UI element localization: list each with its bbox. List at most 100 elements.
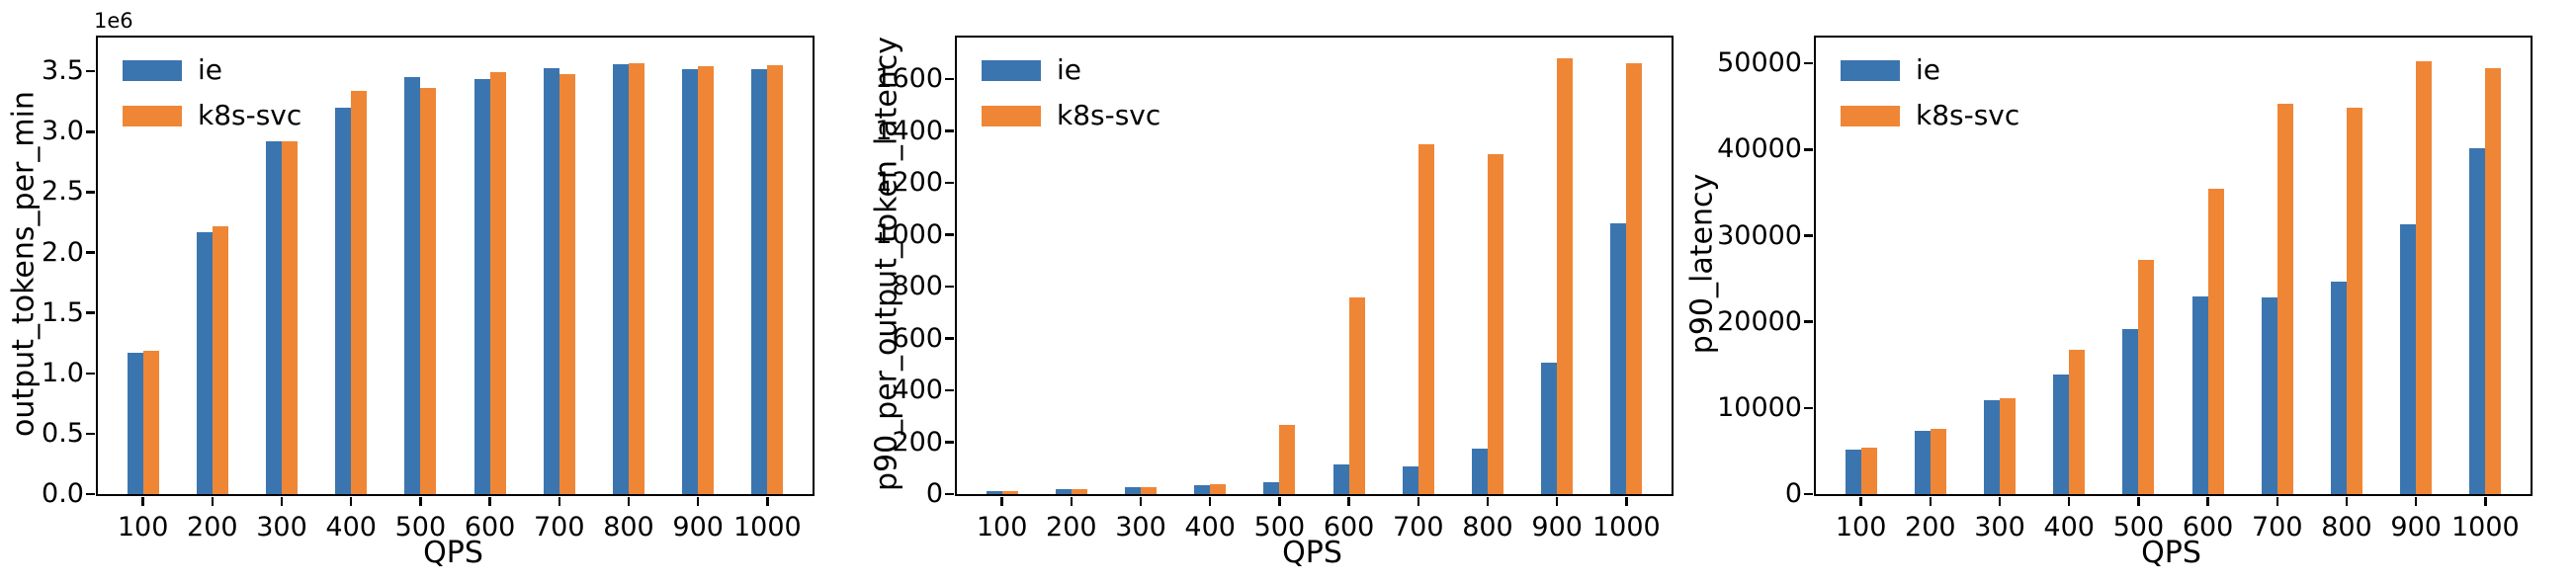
bar-k8s-svc-qps-700 <box>558 73 575 494</box>
y-tick-mark <box>1804 406 1813 410</box>
legend: ie k8s-svc <box>1841 56 2019 129</box>
y-tick-label: 1600 <box>875 63 943 94</box>
x-tick-label: 200 <box>1046 512 1097 543</box>
x-tick-label: 1000 <box>2451 512 2520 543</box>
x-tick-mark <box>349 497 353 506</box>
bar-k8s-svc-qps-800 <box>1487 154 1503 494</box>
x-tick-mark <box>766 497 769 506</box>
y-tick-mark <box>945 337 954 340</box>
x-tick-label: 300 <box>1115 512 1166 543</box>
bar-ie-qps-900 <box>682 68 699 494</box>
bar-ie-qps-400 <box>335 107 352 494</box>
bar-ie-qps-800 <box>612 63 629 494</box>
y-tick-mark <box>945 285 954 289</box>
x-tick-mark <box>211 497 215 506</box>
x-tick-mark <box>280 497 284 506</box>
bar-ie-qps-800 <box>2330 281 2347 494</box>
bar-k8s-svc-qps-600 <box>1348 296 1365 494</box>
bar-ie-qps-100 <box>1845 449 1861 494</box>
bar-k8s-svc-qps-200 <box>1930 428 1946 494</box>
y-tick-label: 0 <box>1784 478 1802 509</box>
x-axis-label: QPS <box>1282 536 1342 570</box>
x-tick-label: 200 <box>187 512 238 543</box>
legend-label-k8s-svc: k8s-svc <box>1916 99 2020 131</box>
bar-k8s-svc-qps-200 <box>212 225 228 494</box>
bar-ie-qps-600 <box>1332 463 1349 494</box>
bar-ie-qps-700 <box>2261 297 2277 494</box>
x-tick-mark <box>1555 497 1559 506</box>
bar-k8s-svc-qps-700 <box>1417 143 1434 494</box>
x-tick-mark <box>1859 497 1862 506</box>
y-tick-label: 800 <box>892 271 943 301</box>
bar-k8s-svc-qps-800 <box>628 62 644 494</box>
bar-ie-qps-700 <box>543 67 559 494</box>
plot-area: 0 10000 20000 30000 40000 50000 100 200 300 400 50… <box>1717 36 2533 541</box>
legend: ie k8s-svc <box>123 56 301 129</box>
legend-item-k8s-svc: k8s-svc <box>982 102 1160 129</box>
bar-ie-qps-100 <box>127 353 143 494</box>
bar-ie-qps-800 <box>1471 448 1488 494</box>
y-tick-mark <box>86 130 95 133</box>
bar-ie-qps-1000 <box>751 68 768 494</box>
bar-k8s-svc-qps-100 <box>142 350 159 494</box>
x-tick-mark <box>627 497 631 506</box>
y-tick-label: 0 <box>925 478 943 509</box>
subplot-p90-per-output-token-latency: p90_per_output_token_latency 0 200 400 600 8… <box>859 0 1718 585</box>
x-tick-mark <box>2345 497 2349 506</box>
y-tick-label: 20000 <box>1717 305 1802 337</box>
subplot-p90-latency: p90_latency 0 10000 20000 30000 40000 50000 10… <box>1685 0 2576 585</box>
x-tick-mark <box>1625 497 1628 506</box>
bar-ie-qps-400 <box>1194 484 1211 494</box>
bar-k8s-svc-qps-500 <box>420 88 437 494</box>
bar-ie-qps-200 <box>196 231 213 494</box>
y-tick-mark <box>86 251 95 254</box>
x-tick-label: 600 <box>464 512 516 543</box>
y-tick-mark <box>86 432 95 436</box>
x-tick-label: 300 <box>256 512 307 543</box>
y-tick-mark <box>945 181 954 185</box>
x-tick-mark <box>558 497 561 506</box>
y-tick-mark <box>1804 61 1813 65</box>
y-tick-mark <box>945 233 954 236</box>
y-tick-label: 2.5 <box>42 176 84 208</box>
x-tick-label: 700 <box>1393 512 1444 543</box>
y-tick-label: 3.5 <box>42 55 84 87</box>
x-tick-label: 700 <box>2252 512 2303 543</box>
bar-k8s-svc-qps-800 <box>2346 108 2362 494</box>
bar-ie-qps-100 <box>986 491 1002 494</box>
bar-k8s-svc-qps-700 <box>2276 104 2293 494</box>
bar-k8s-svc-qps-500 <box>2138 259 2155 494</box>
y-tick-label: 200 <box>892 426 943 458</box>
bar-k8s-svc-qps-100 <box>1001 491 1018 494</box>
bar-ie-qps-1000 <box>1610 222 1627 494</box>
legend-item-ie: ie <box>982 56 1160 84</box>
x-tick-mark <box>1208 497 1212 506</box>
x-tick-mark <box>1486 497 1490 506</box>
x-tick-label: 800 <box>603 512 654 543</box>
x-tick-mark <box>1278 497 1281 506</box>
x-tick-label: 300 <box>1974 512 2025 543</box>
y-tick-mark <box>945 492 954 496</box>
bar-k8s-svc-qps-400 <box>351 90 368 494</box>
bar-ie-qps-500 <box>2122 328 2139 494</box>
legend-swatch-k8s-svc <box>1841 105 1900 126</box>
y-tick-mark <box>86 372 95 376</box>
y-tick-label: 2.0 <box>42 236 84 268</box>
y-tick-mark <box>86 69 95 73</box>
x-tick-mark <box>1998 497 2002 506</box>
legend-label-ie: ie <box>198 53 223 86</box>
y-tick-label: 1400 <box>875 115 943 146</box>
x-tick-mark <box>2137 497 2140 506</box>
bar-ie-qps-1000 <box>2469 147 2486 494</box>
bar-ie-qps-500 <box>404 77 421 494</box>
x-tick-label: 400 <box>325 512 377 543</box>
bar-k8s-svc-qps-500 <box>1279 425 1296 494</box>
x-axis-label: QPS <box>2141 536 2201 570</box>
y-tick-mark <box>945 77 954 81</box>
x-tick-label: 600 <box>1323 512 1375 543</box>
bar-ie-qps-300 <box>1125 487 1141 494</box>
x-tick-label: 100 <box>1835 512 1887 543</box>
x-tick-mark <box>1070 497 1073 506</box>
y-tick-label: 600 <box>892 322 943 354</box>
